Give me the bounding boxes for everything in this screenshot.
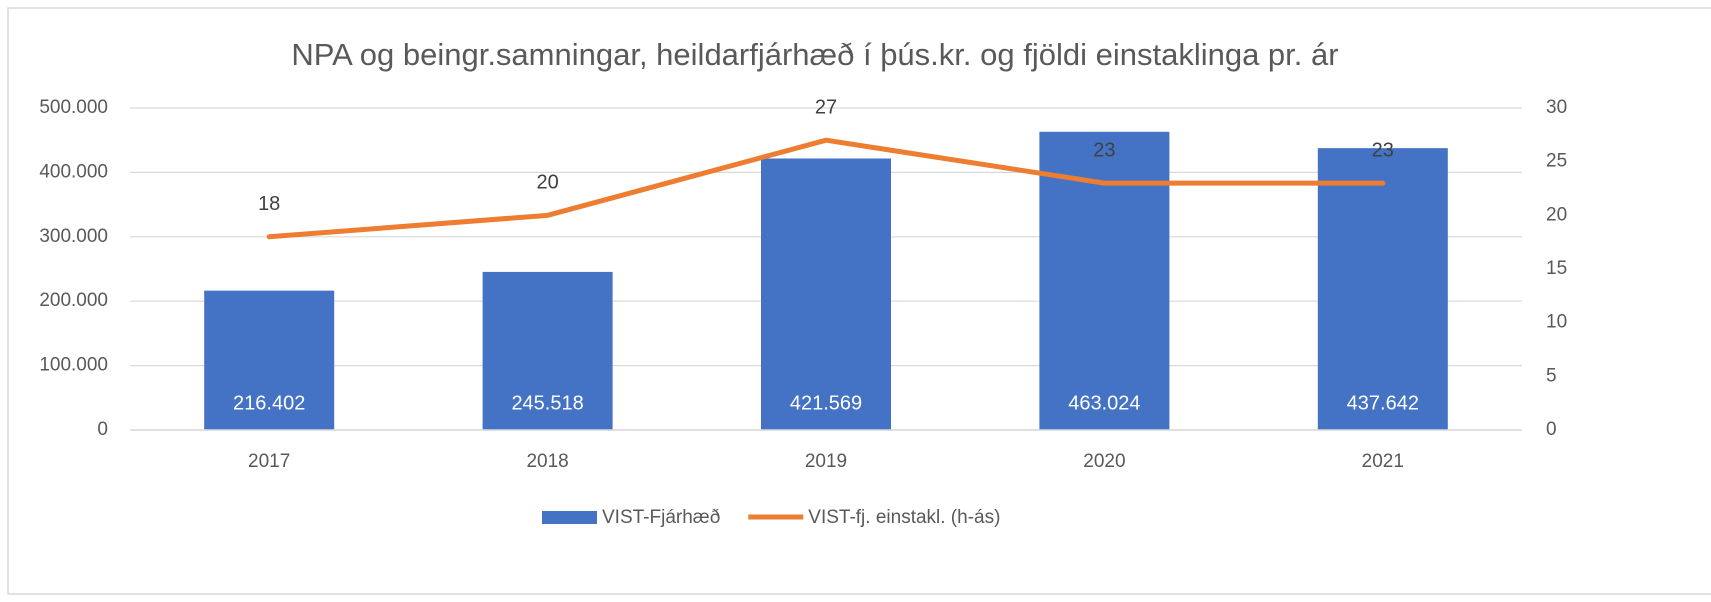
y-tick-label: 300.000 [39, 226, 108, 247]
y-tick-label: 400.000 [39, 161, 108, 182]
line-value-label: 20 [536, 172, 558, 194]
legend-label: VIST-fj. einstakl. (h-ás) [808, 507, 1000, 528]
y-tick-label: 0 [97, 419, 108, 440]
bar-value-label: 421.569 [790, 392, 862, 414]
bar [204, 290, 335, 430]
x-tick-label: 2021 [1362, 451, 1404, 472]
bar-value-label: 437.642 [1347, 392, 1419, 414]
legend-label: VIST-Fjárhæð [602, 507, 720, 528]
line-value-label: 18 [258, 193, 280, 215]
bar-value-label: 463.024 [1068, 392, 1140, 414]
chart-title: NPA og beingr.samningar, heildarfjárhæð … [291, 37, 1338, 72]
y2-tick-label: 15 [1546, 258, 1567, 279]
y2-tick-label: 30 [1546, 97, 1567, 118]
x-tick-label: 2018 [526, 451, 568, 472]
bar-value-label: 216.402 [233, 392, 305, 414]
legend-swatch [542, 511, 597, 524]
y2-tick-label: 5 [1546, 365, 1557, 386]
y-tick-label: 200.000 [39, 290, 108, 311]
y-tick-label: 100.000 [39, 355, 108, 376]
line-value-label: 23 [1372, 139, 1394, 161]
bar-value-label: 245.518 [511, 392, 583, 414]
y2-tick-label: 10 [1546, 312, 1567, 333]
y-tick-label: 500.000 [39, 97, 108, 118]
y2-tick-label: 25 [1546, 151, 1567, 172]
line [266, 137, 1386, 240]
bar [1317, 148, 1448, 430]
line-value-label: 27 [815, 96, 837, 118]
bar [761, 158, 891, 430]
x-tick-label: 2019 [805, 451, 847, 472]
y2-tick-label: 20 [1546, 204, 1567, 225]
bar [482, 271, 613, 430]
y2-tick-label: 0 [1546, 419, 1557, 440]
x-tick-label: 2017 [248, 451, 290, 472]
x-tick-label: 2020 [1083, 451, 1125, 472]
line-value-label: 23 [1093, 139, 1115, 161]
